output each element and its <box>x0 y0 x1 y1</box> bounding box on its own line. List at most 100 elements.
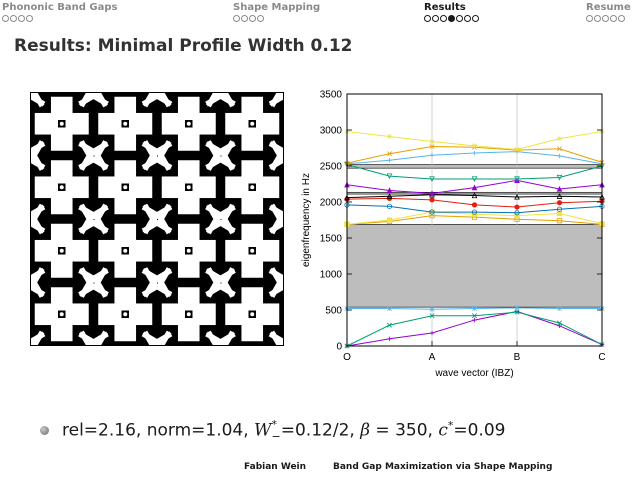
nav-dot[interactable] <box>424 15 431 22</box>
data-point <box>387 151 392 157</box>
data-point <box>386 217 393 223</box>
data-point <box>556 200 563 206</box>
parameter-summary: rel=2.16, norm=1.04, W * − =0.12/2, β = … <box>62 419 505 442</box>
data-point <box>429 209 435 215</box>
data-point <box>471 176 478 183</box>
data-point <box>556 193 563 199</box>
plot-frame <box>346 93 603 347</box>
bullet-icon <box>40 426 49 435</box>
data-point <box>471 192 478 199</box>
nav-dot[interactable] <box>594 15 601 22</box>
nav-dot[interactable] <box>456 15 463 22</box>
data-point <box>514 146 520 152</box>
series-line <box>346 311 603 347</box>
data-point <box>557 153 562 159</box>
y-axis-label: eigenfrequency in Hz <box>301 173 312 267</box>
nav-section-phononic-band-gaps[interactable]: Phononic Band Gaps <box>2 2 118 13</box>
nav-dot[interactable] <box>2 15 9 22</box>
beta-symbol: β <box>360 420 371 441</box>
material-layout-image <box>30 92 284 346</box>
data-point <box>471 184 478 191</box>
band-gap-region <box>346 164 603 169</box>
x-axis-label: wave vector (IBZ) <box>434 368 513 379</box>
data-point <box>514 213 520 219</box>
data-point <box>429 176 435 183</box>
data-point <box>514 309 520 315</box>
data-point <box>471 202 478 208</box>
nav-section-results[interactable]: Results <box>424 2 466 13</box>
nav-dot[interactable] <box>618 15 625 22</box>
series-line <box>346 194 603 199</box>
nav-dot[interactable] <box>602 15 609 22</box>
data-point <box>387 134 392 139</box>
data-point <box>514 210 520 216</box>
data-point <box>387 336 392 341</box>
nav-dot[interactable] <box>464 15 471 22</box>
x-tick-label: O <box>343 352 351 363</box>
data-point <box>429 197 435 203</box>
y-tick-label: 500 <box>325 306 342 317</box>
nav-dot[interactable] <box>233 15 240 22</box>
data-point <box>429 139 435 144</box>
series-line <box>346 310 603 347</box>
nav-dot[interactable] <box>432 15 439 22</box>
nav-dots-shape-mapping[interactable] <box>233 15 265 23</box>
c-superscript: * <box>447 419 454 432</box>
rel-value: rel=2.16, <box>62 420 147 441</box>
data-point <box>387 322 392 328</box>
nav-dot[interactable] <box>472 15 479 22</box>
data-point <box>429 306 435 312</box>
series-line <box>346 204 603 214</box>
data-point <box>386 187 393 194</box>
nav-dots-phononic-band-gaps[interactable] <box>2 15 34 23</box>
data-point <box>514 176 520 183</box>
data-point <box>386 203 393 209</box>
nav-dots-results[interactable] <box>424 15 480 23</box>
data-point <box>472 317 477 323</box>
data-point <box>557 136 562 142</box>
nav-dots-resume[interactable] <box>586 15 626 23</box>
x-tick-label: C <box>598 352 605 363</box>
x-tick-label: A <box>429 352 436 363</box>
footer-title: Band Gap Maximization via Shape Mapping <box>333 462 553 472</box>
nav-dot[interactable] <box>448 15 455 22</box>
data-point <box>514 204 520 210</box>
data-point <box>556 206 563 212</box>
nav-dot[interactable] <box>241 15 248 22</box>
x-tick-label: B <box>514 352 521 363</box>
data-point <box>386 193 393 199</box>
data-point <box>472 306 477 312</box>
nav-dot[interactable] <box>440 15 447 22</box>
data-point <box>387 306 392 312</box>
series-line <box>346 164 603 180</box>
c-value: =0.09 <box>453 420 506 441</box>
nav-dot[interactable] <box>586 15 593 22</box>
data-point <box>386 173 393 180</box>
y-tick-label: 3500 <box>320 90 343 101</box>
y-tick-label: 2000 <box>320 198 343 209</box>
nav-dot[interactable] <box>26 15 33 22</box>
data-point <box>472 143 477 149</box>
w-superscript: * <box>271 417 278 431</box>
nav-dot[interactable] <box>610 15 617 22</box>
data-point <box>429 144 435 150</box>
frame-title: Results: Minimal Profile Width 0.12 <box>14 36 353 56</box>
data-point <box>557 320 562 326</box>
w-value: =0.12/2, <box>280 420 361 441</box>
nav-section-resume[interactable]: Resume <box>586 2 631 13</box>
nav-dot[interactable] <box>10 15 17 22</box>
band-gap-region <box>346 224 603 308</box>
norm-value: norm=1.04, <box>146 420 255 441</box>
data-point <box>514 193 520 200</box>
data-point <box>387 158 392 163</box>
nav-dot[interactable] <box>249 15 256 22</box>
data-point <box>557 146 562 152</box>
data-point <box>429 190 435 196</box>
footer-author: Fabian Wein <box>244 462 307 472</box>
nav-dot[interactable] <box>257 15 264 22</box>
y-tick-label: 1000 <box>320 270 343 281</box>
nav-dot[interactable] <box>18 15 25 22</box>
y-tick-label: 0 <box>336 342 342 353</box>
nav-section-shape-mapping[interactable]: Shape Mapping <box>233 2 321 13</box>
section-navigation: Phononic Band Gaps Shape Mapping Results… <box>0 0 638 32</box>
